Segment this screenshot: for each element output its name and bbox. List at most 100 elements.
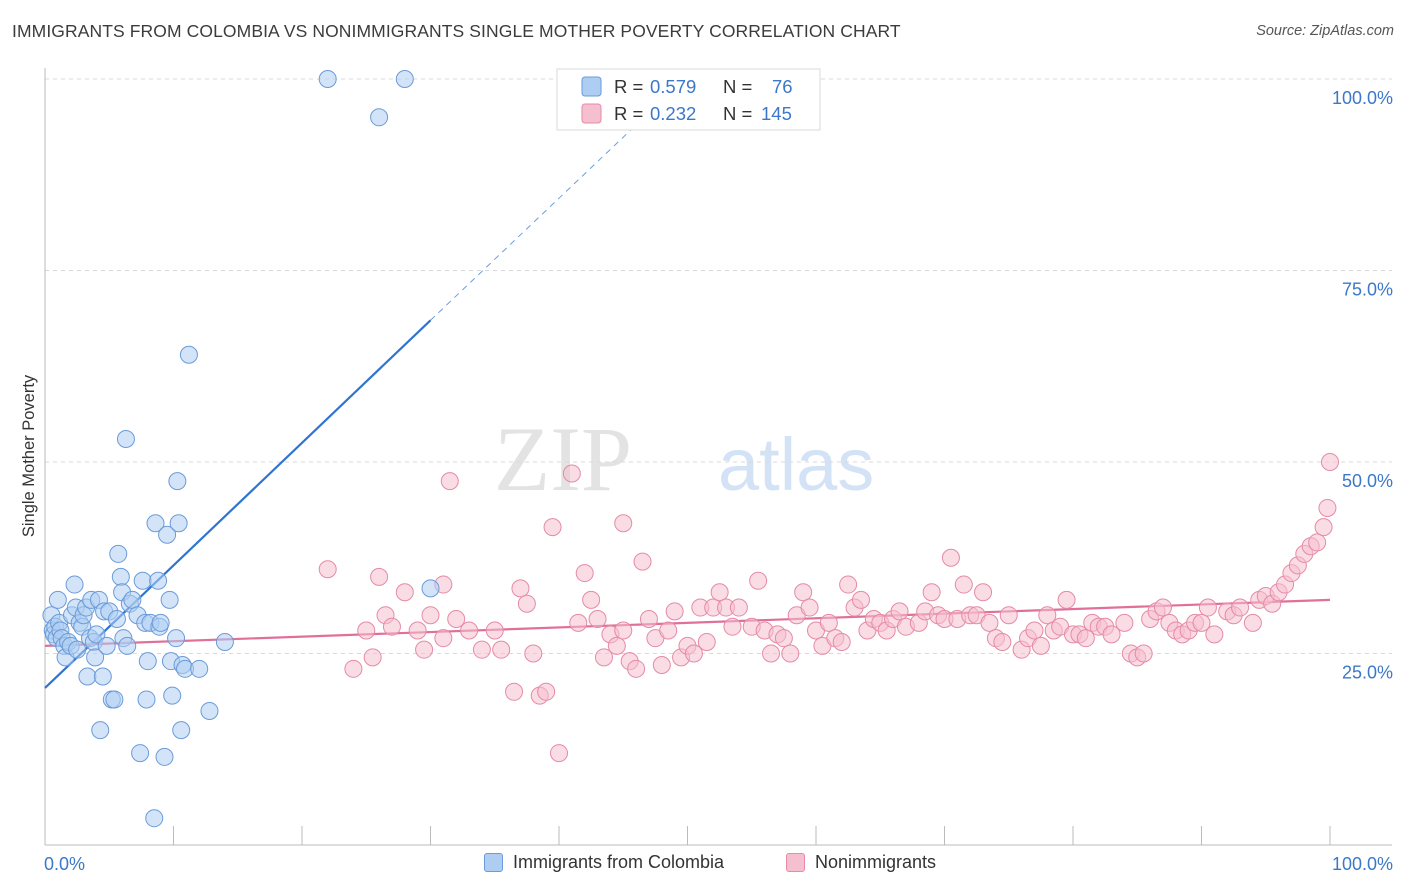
legend-swatch-nonimmigrants (581, 103, 602, 124)
nonimmigrants-point (1314, 518, 1333, 537)
nonimmigrants-point (1192, 613, 1211, 632)
nonimmigrants-point (395, 583, 414, 602)
nonimmigrants-point (492, 640, 511, 659)
nonimmigrants-point (569, 613, 588, 632)
nonimmigrants-points (318, 453, 1339, 763)
nonimmigrants-point (749, 571, 768, 590)
nonimmigrants-point (472, 640, 491, 659)
colombia-point (200, 701, 219, 720)
nonimmigrants-point (800, 598, 819, 617)
colombia-point (151, 613, 170, 632)
colombia-point (93, 667, 112, 686)
nonimmigrants-point (434, 629, 453, 648)
legend-n-label-1: N = (723, 76, 752, 97)
nonimmigrants-point (665, 602, 684, 621)
nonimmigrants-point (1231, 598, 1250, 617)
nonimmigrants-point (582, 590, 601, 609)
y-axis-label: Single Mother Poverty (20, 374, 38, 537)
nonimmigrants-point (832, 633, 851, 652)
colombia-point (123, 590, 142, 609)
nonimmigrants-point (1321, 453, 1339, 471)
colombia-point (155, 747, 174, 766)
nonimmigrants-point (659, 621, 678, 640)
y-tick-label: 50.0% (1342, 471, 1393, 491)
nonimmigrants-point (614, 621, 633, 640)
axes (44, 68, 1392, 846)
nonimmigrants-point (447, 610, 466, 629)
source-note: Source: ZipAtlas.com (1256, 23, 1394, 39)
nonimmigrants-point (382, 617, 401, 636)
legend-r-value-1: 0.579 (650, 76, 696, 97)
colombia-point (146, 514, 165, 533)
nonimmigrants-point (922, 583, 941, 602)
legend-top: R = 0.579 N = 76 R = 0.232 N = 145 (556, 68, 821, 131)
legend-label-nonimmigrants: Nonimmigrants (815, 852, 937, 872)
nonimmigrants-point (344, 659, 363, 678)
nonimmigrants-point (723, 617, 742, 636)
colombia-point (158, 525, 177, 544)
colombia-point (421, 579, 440, 598)
nonimmigrants-point (794, 583, 813, 602)
nonimmigrants-point (781, 644, 800, 663)
nonimmigrants-point (537, 682, 556, 701)
nonimmigrants-point (729, 598, 748, 617)
nonimmigrants-point (980, 613, 999, 632)
nonimmigrants-point (1038, 606, 1057, 625)
nonimmigrants-point (627, 659, 646, 678)
nonimmigrants-point (408, 621, 427, 640)
y-tick-label: 75.0% (1342, 280, 1393, 300)
nonimmigrants-point (684, 644, 703, 663)
colombia-trend-line (44, 319, 432, 689)
y-tick-label: 100.0% (1332, 88, 1393, 108)
nonimmigrants-point (524, 644, 543, 663)
colombia-point (97, 636, 116, 655)
nonimmigrants-point (370, 567, 389, 586)
colombia-point (107, 610, 126, 629)
colombia-point (65, 575, 84, 594)
nonimmigrants-point (357, 621, 376, 640)
colombia-point (172, 721, 191, 740)
nonimmigrants-point (1102, 625, 1121, 644)
nonimmigrants-point (550, 744, 568, 763)
colombia-point (137, 690, 156, 709)
nonimmigrants-point (415, 640, 434, 659)
legend-r-label-1: R = (614, 76, 643, 97)
nonimmigrants-point (993, 633, 1012, 652)
nonimmigrants-point (839, 575, 858, 594)
nonimmigrants-point (1205, 625, 1224, 644)
watermark-atlas: atlas (718, 423, 874, 506)
colombia-point (138, 652, 157, 671)
nonimmigrants-point (517, 594, 536, 613)
legend-n-value-2: 145 (761, 103, 792, 124)
legend-n-value-1: 76 (772, 76, 793, 97)
colombia-point (86, 648, 105, 667)
nonimmigrants-trend-line (44, 598, 1331, 647)
nonimmigrants-point (1134, 644, 1153, 663)
colombia-point (131, 744, 150, 763)
nonimmigrants-point (607, 636, 626, 655)
nonimmigrants-point (941, 548, 960, 567)
nonimmigrants-point (1031, 636, 1050, 655)
legend-item-colombia: Immigrants from Colombia (484, 852, 724, 873)
x-tick-label: 0.0% (44, 854, 85, 874)
colombia-point (91, 721, 110, 740)
nonimmigrants-point (851, 590, 870, 609)
grid-lines (45, 78, 1392, 654)
nonimmigrants-point (562, 464, 581, 483)
nonimmigrants-point (1025, 621, 1044, 640)
colombia-point (87, 625, 106, 644)
tick-labels: 25.0% 50.0% 75.0% 100.0% 0.0% 100.0% (44, 88, 1393, 874)
nonimmigrants-point (954, 575, 973, 594)
colombia-point (78, 667, 97, 686)
legend-label-colombia: Immigrants from Colombia (513, 852, 725, 872)
nonimmigrants-point (974, 583, 993, 602)
legend-bottom: Immigrants from Colombia Nonimmigrants (0, 852, 1406, 878)
colombia-point (215, 633, 234, 652)
nonimmigrants-point (1198, 598, 1217, 617)
nonimmigrants-point (1076, 629, 1095, 648)
colombia-point (48, 590, 67, 609)
colombia-point (116, 430, 135, 449)
nonimmigrants-point (697, 633, 716, 652)
legend-swatch-colombia-bottom (484, 853, 503, 872)
nonimmigrants-point (594, 648, 613, 667)
